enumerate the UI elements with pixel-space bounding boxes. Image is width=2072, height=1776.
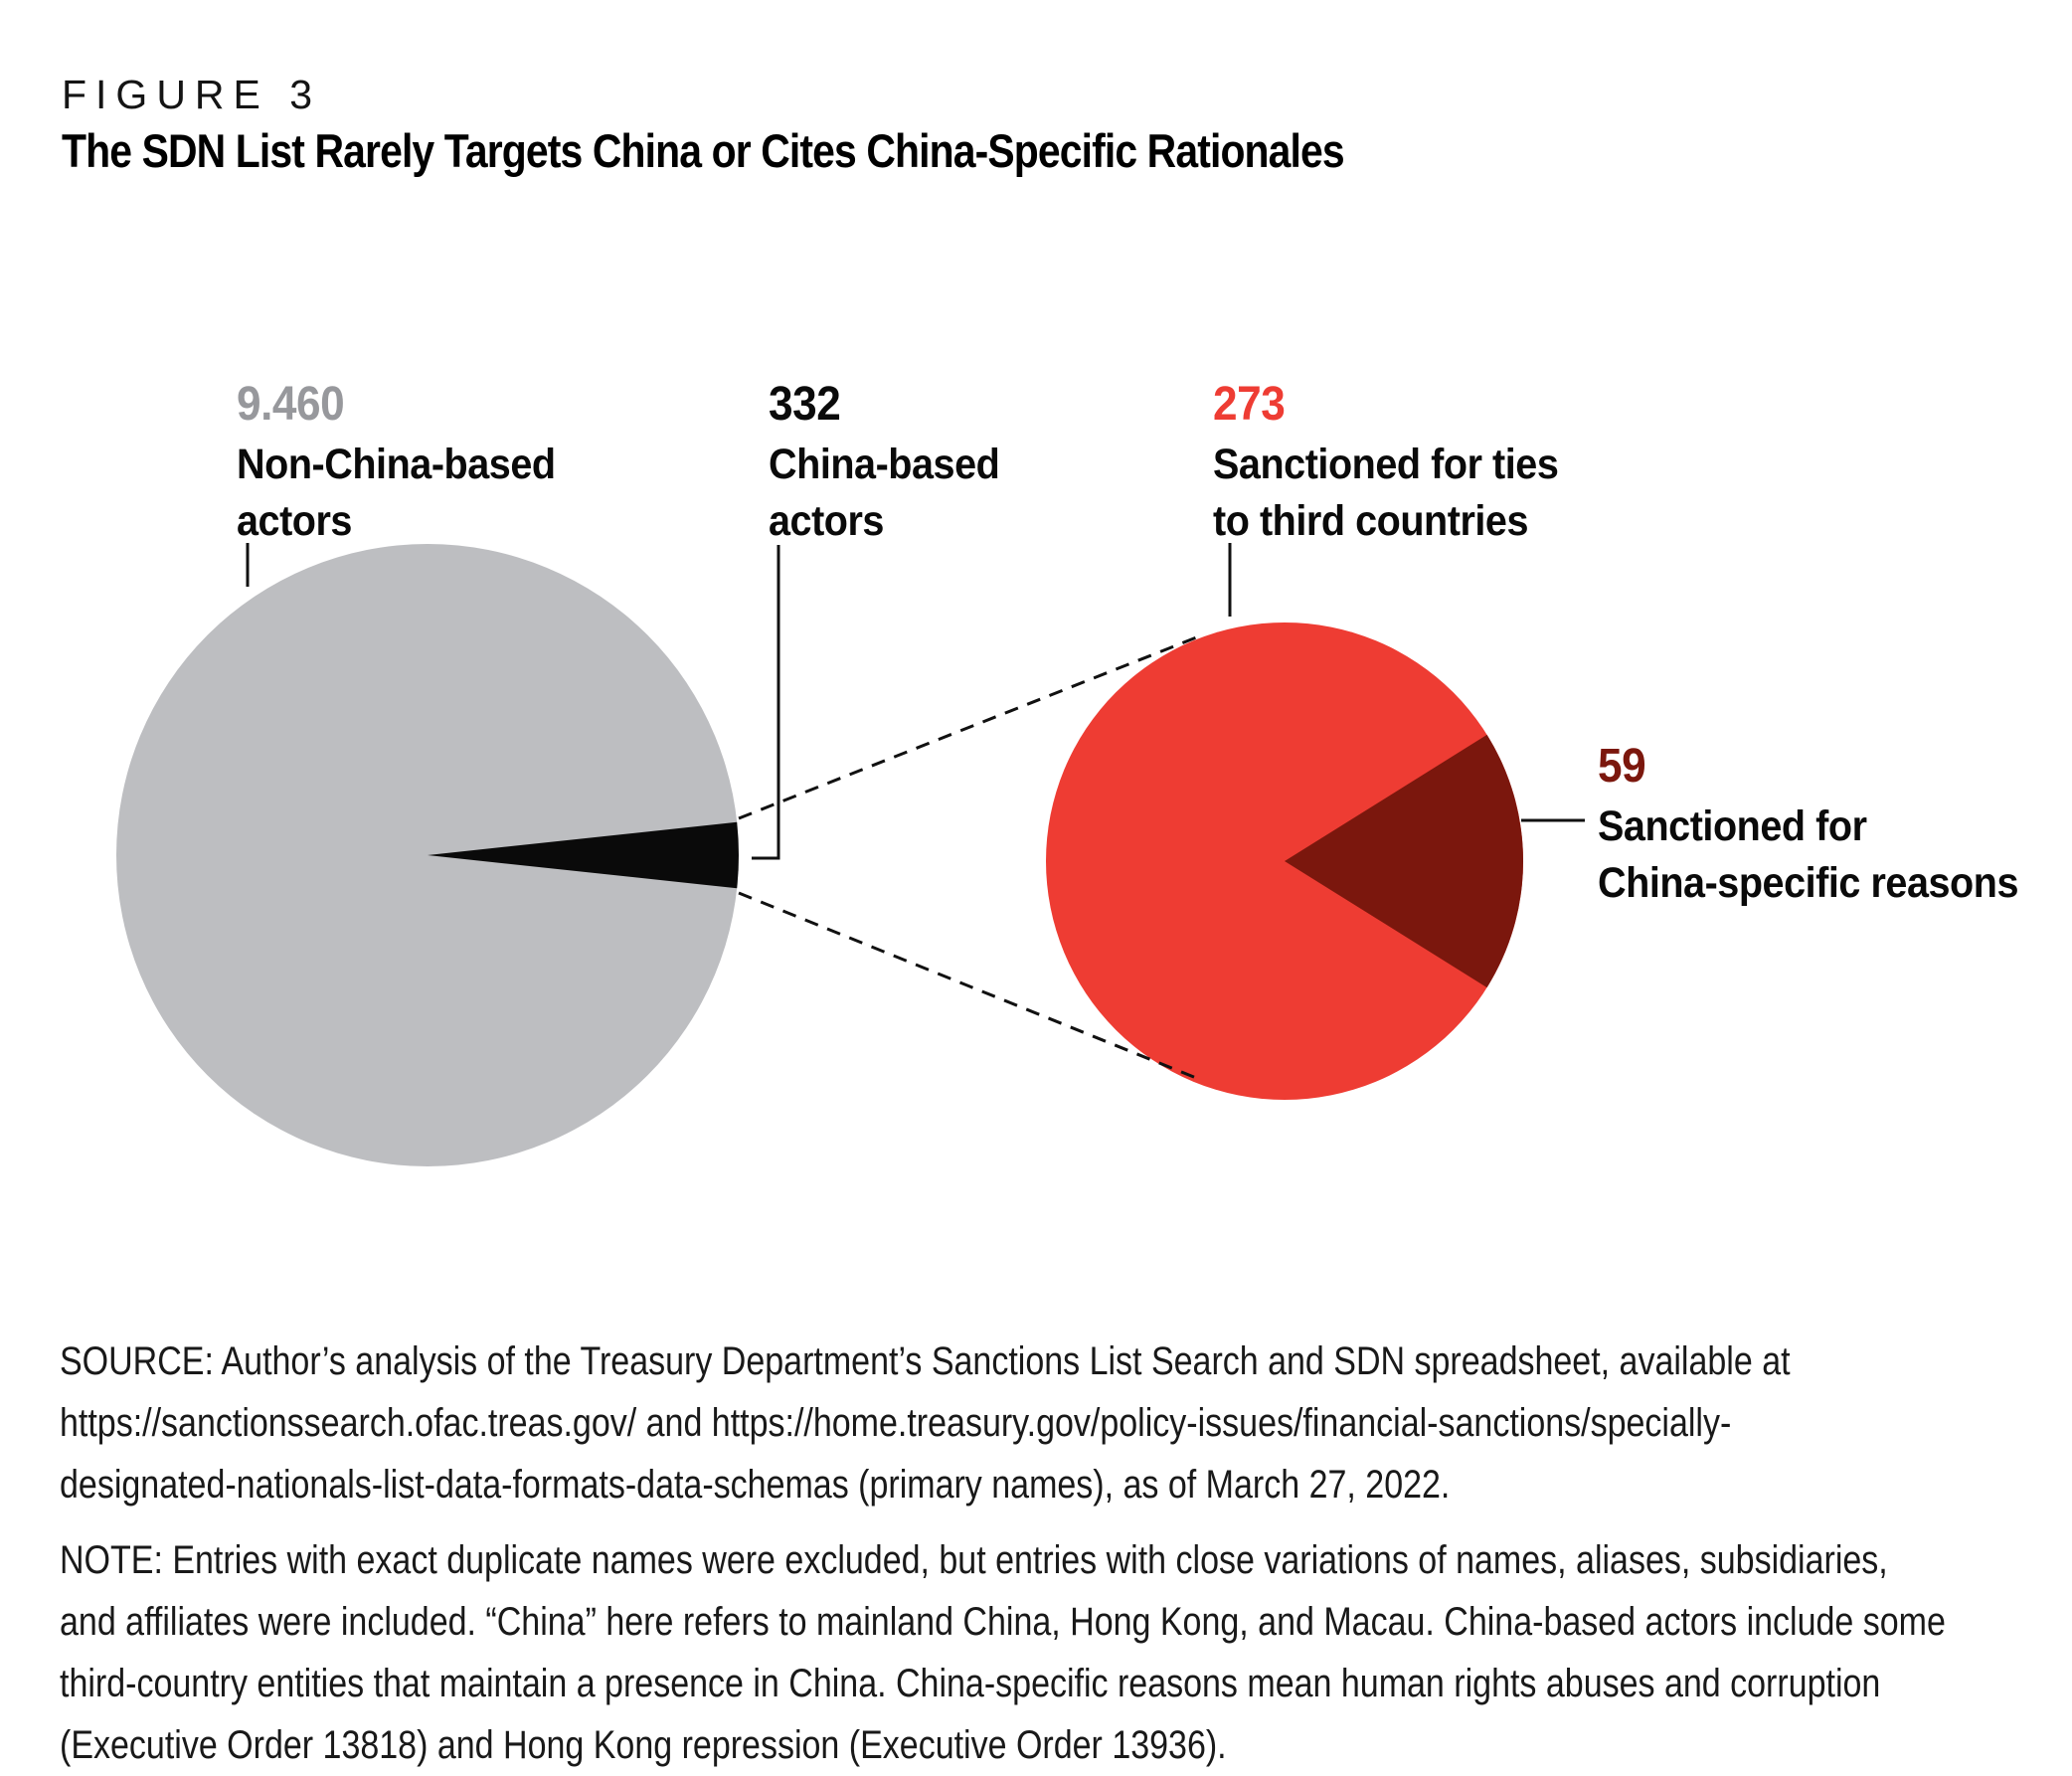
value-china-specific: 59 — [1598, 740, 1646, 793]
label-third-country-line1: Sanctioned for ties — [1213, 441, 1559, 488]
callout-china-actors: 332 China-based actors — [769, 376, 1000, 550]
value-china: 332 — [769, 378, 841, 431]
label-china-line2: actors — [769, 497, 884, 545]
pie-chart-svg — [116, 543, 1585, 1166]
callout-third-country: 273 Sanctioned for ties to third countri… — [1213, 376, 1559, 550]
note-line-1: NOTE: Entries with exact duplicate names… — [60, 1538, 1888, 1582]
label-china-specific-line1: Sanctioned for — [1598, 802, 1867, 850]
source-line-2: https://sanctionssearch.ofac.treas.gov/ … — [60, 1401, 1732, 1445]
note-text: NOTE: Entries with exact duplicate names… — [60, 1529, 2072, 1776]
pie-sdn-list — [116, 544, 739, 1166]
source-text: SOURCE: Author’s analysis of the Treasur… — [60, 1331, 2072, 1515]
pie-china-detail — [1046, 622, 1524, 1100]
pie-slice-sanctioned-for-china-specific-reasons — [1285, 734, 1524, 988]
source-line-3: designated-nationals-list-data-formats-d… — [60, 1463, 1451, 1507]
connector-china — [752, 545, 780, 860]
value-third-country: 273 — [1213, 378, 1286, 431]
note-line-2: and affiliates were included. “China” he… — [60, 1600, 1946, 1644]
note-line-4: (Executive Order 13818) and Hong Kong re… — [60, 1723, 1227, 1767]
source-line-1: SOURCE: Author’s analysis of the Treasur… — [60, 1339, 1791, 1383]
callout-china-specific: 59 Sanctioned for China-specific reasons — [1598, 738, 2018, 912]
value-non-china: 9.460 — [237, 378, 345, 431]
label-third-country-line2: to third countries — [1213, 497, 1528, 545]
label-china-specific-line2: China-specific reasons — [1598, 859, 2018, 907]
label-china-line1: China-based — [769, 441, 1000, 488]
figure-title: The SDN List Rarely Targets China or Cit… — [62, 124, 1345, 177]
figure-label: FIGURE 3 — [62, 72, 322, 117]
label-non-china-line1: Non-China-based — [237, 441, 556, 488]
explode-guide-top — [738, 634, 1200, 820]
callout-non-china-actors: 9.460 Non-China-based actors — [237, 376, 556, 550]
note-line-3: third-country entities that maintain a p… — [60, 1662, 1881, 1705]
explode-guide-bottom — [738, 891, 1202, 1082]
pie-slice-china-based-actors — [428, 821, 739, 889]
label-non-china-line2: actors — [237, 497, 352, 545]
